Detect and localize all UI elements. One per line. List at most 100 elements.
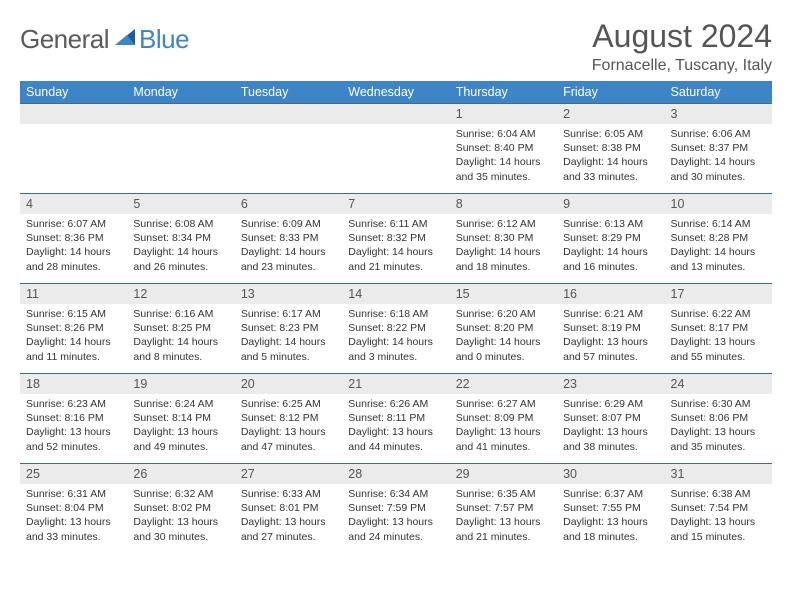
- brand-part2: Blue: [139, 24, 189, 55]
- day-details: Sunrise: 6:15 AMSunset: 8:26 PMDaylight:…: [20, 304, 127, 369]
- sunrise-text: Sunrise: 6:29 AM: [563, 397, 658, 411]
- daylight-text: Daylight: 14 hours and 11 minutes.: [26, 335, 121, 363]
- sunset-text: Sunset: 8:29 PM: [563, 231, 658, 245]
- calendar-day-cell: 27Sunrise: 6:33 AMSunset: 8:01 PMDayligh…: [235, 464, 342, 554]
- daylight-text: Daylight: 14 hours and 23 minutes.: [241, 245, 336, 273]
- day-details: Sunrise: 6:04 AMSunset: 8:40 PMDaylight:…: [450, 124, 557, 189]
- daylight-text: Daylight: 13 hours and 38 minutes.: [563, 425, 658, 453]
- day-number: 12: [127, 284, 234, 304]
- day-number: 25: [20, 464, 127, 484]
- calendar-day-cell: 22Sunrise: 6:27 AMSunset: 8:09 PMDayligh…: [450, 374, 557, 464]
- calendar-week-row: 18Sunrise: 6:23 AMSunset: 8:16 PMDayligh…: [20, 374, 772, 464]
- sunrise-text: Sunrise: 6:37 AM: [563, 487, 658, 501]
- day-number: 27: [235, 464, 342, 484]
- sunrise-text: Sunrise: 6:04 AM: [456, 127, 551, 141]
- daylight-text: Daylight: 13 hours and 41 minutes.: [456, 425, 551, 453]
- daylight-text: Daylight: 13 hours and 27 minutes.: [241, 515, 336, 543]
- day-number: 6: [235, 194, 342, 214]
- calendar-week-row: 1Sunrise: 6:04 AMSunset: 8:40 PMDaylight…: [20, 104, 772, 194]
- calendar-day-cell: [342, 104, 449, 194]
- calendar-day-cell: 1Sunrise: 6:04 AMSunset: 8:40 PMDaylight…: [450, 104, 557, 194]
- daylight-text: Daylight: 14 hours and 0 minutes.: [456, 335, 551, 363]
- sunset-text: Sunset: 8:14 PM: [133, 411, 228, 425]
- day-details: Sunrise: 6:21 AMSunset: 8:19 PMDaylight:…: [557, 304, 664, 369]
- day-details: Sunrise: 6:16 AMSunset: 8:25 PMDaylight:…: [127, 304, 234, 369]
- calendar-day-cell: 7Sunrise: 6:11 AMSunset: 8:32 PMDaylight…: [342, 194, 449, 284]
- sunset-text: Sunset: 8:32 PM: [348, 231, 443, 245]
- sunrise-text: Sunrise: 6:11 AM: [348, 217, 443, 231]
- day-details: Sunrise: 6:35 AMSunset: 7:57 PMDaylight:…: [450, 484, 557, 549]
- day-number: [127, 104, 234, 124]
- day-number: 30: [557, 464, 664, 484]
- day-number: 31: [665, 464, 772, 484]
- daylight-text: Daylight: 14 hours and 13 minutes.: [671, 245, 766, 273]
- sunrise-text: Sunrise: 6:16 AM: [133, 307, 228, 321]
- daylight-text: Daylight: 13 hours and 21 minutes.: [456, 515, 551, 543]
- day-details: Sunrise: 6:30 AMSunset: 8:06 PMDaylight:…: [665, 394, 772, 459]
- weekday-header: Tuesday: [235, 81, 342, 104]
- sunset-text: Sunset: 7:55 PM: [563, 501, 658, 515]
- day-number: 17: [665, 284, 772, 304]
- sunrise-text: Sunrise: 6:05 AM: [563, 127, 658, 141]
- sunrise-text: Sunrise: 6:08 AM: [133, 217, 228, 231]
- sunset-text: Sunset: 8:04 PM: [26, 501, 121, 515]
- calendar-week-row: 4Sunrise: 6:07 AMSunset: 8:36 PMDaylight…: [20, 194, 772, 284]
- sunset-text: Sunset: 8:16 PM: [26, 411, 121, 425]
- calendar-day-cell: 26Sunrise: 6:32 AMSunset: 8:02 PMDayligh…: [127, 464, 234, 554]
- day-number: [20, 104, 127, 124]
- sunrise-text: Sunrise: 6:30 AM: [671, 397, 766, 411]
- day-details: [342, 124, 449, 132]
- sunset-text: Sunset: 8:12 PM: [241, 411, 336, 425]
- day-details: Sunrise: 6:27 AMSunset: 8:09 PMDaylight:…: [450, 394, 557, 459]
- calendar-day-cell: 28Sunrise: 6:34 AMSunset: 7:59 PMDayligh…: [342, 464, 449, 554]
- day-number: 24: [665, 374, 772, 394]
- calendar-day-cell: 8Sunrise: 6:12 AMSunset: 8:30 PMDaylight…: [450, 194, 557, 284]
- day-number: 7: [342, 194, 449, 214]
- daylight-text: Daylight: 13 hours and 57 minutes.: [563, 335, 658, 363]
- calendar-day-cell: 2Sunrise: 6:05 AMSunset: 8:38 PMDaylight…: [557, 104, 664, 194]
- calendar-day-cell: 11Sunrise: 6:15 AMSunset: 8:26 PMDayligh…: [20, 284, 127, 374]
- daylight-text: Daylight: 13 hours and 55 minutes.: [671, 335, 766, 363]
- day-number: [235, 104, 342, 124]
- daylight-text: Daylight: 13 hours and 52 minutes.: [26, 425, 121, 453]
- day-details: Sunrise: 6:18 AMSunset: 8:22 PMDaylight:…: [342, 304, 449, 369]
- sunset-text: Sunset: 8:07 PM: [563, 411, 658, 425]
- sunrise-text: Sunrise: 6:15 AM: [26, 307, 121, 321]
- calendar-day-cell: 16Sunrise: 6:21 AMSunset: 8:19 PMDayligh…: [557, 284, 664, 374]
- sunrise-text: Sunrise: 6:32 AM: [133, 487, 228, 501]
- sunrise-text: Sunrise: 6:35 AM: [456, 487, 551, 501]
- sunset-text: Sunset: 8:09 PM: [456, 411, 551, 425]
- day-number: 16: [557, 284, 664, 304]
- sunrise-text: Sunrise: 6:17 AM: [241, 307, 336, 321]
- day-details: Sunrise: 6:11 AMSunset: 8:32 PMDaylight:…: [342, 214, 449, 279]
- day-details: Sunrise: 6:07 AMSunset: 8:36 PMDaylight:…: [20, 214, 127, 279]
- calendar-day-cell: 30Sunrise: 6:37 AMSunset: 7:55 PMDayligh…: [557, 464, 664, 554]
- calendar-day-cell: 14Sunrise: 6:18 AMSunset: 8:22 PMDayligh…: [342, 284, 449, 374]
- sunset-text: Sunset: 8:33 PM: [241, 231, 336, 245]
- sunrise-text: Sunrise: 6:14 AM: [671, 217, 766, 231]
- day-number: 3: [665, 104, 772, 124]
- weekday-header: Monday: [127, 81, 234, 104]
- day-details: Sunrise: 6:14 AMSunset: 8:28 PMDaylight:…: [665, 214, 772, 279]
- calendar-day-cell: 5Sunrise: 6:08 AMSunset: 8:34 PMDaylight…: [127, 194, 234, 284]
- daylight-text: Daylight: 13 hours and 24 minutes.: [348, 515, 443, 543]
- sunset-text: Sunset: 8:17 PM: [671, 321, 766, 335]
- sunrise-text: Sunrise: 6:33 AM: [241, 487, 336, 501]
- day-details: Sunrise: 6:38 AMSunset: 7:54 PMDaylight:…: [665, 484, 772, 549]
- day-details: Sunrise: 6:09 AMSunset: 8:33 PMDaylight:…: [235, 214, 342, 279]
- day-details: Sunrise: 6:12 AMSunset: 8:30 PMDaylight:…: [450, 214, 557, 279]
- day-number: 23: [557, 374, 664, 394]
- calendar-day-cell: 3Sunrise: 6:06 AMSunset: 8:37 PMDaylight…: [665, 104, 772, 194]
- daylight-text: Daylight: 13 hours and 47 minutes.: [241, 425, 336, 453]
- day-number: [342, 104, 449, 124]
- day-details: Sunrise: 6:20 AMSunset: 8:20 PMDaylight:…: [450, 304, 557, 369]
- day-number: 2: [557, 104, 664, 124]
- sunrise-text: Sunrise: 6:25 AM: [241, 397, 336, 411]
- day-number: 19: [127, 374, 234, 394]
- sunset-text: Sunset: 8:25 PM: [133, 321, 228, 335]
- day-number: 29: [450, 464, 557, 484]
- weekday-header-row: Sunday Monday Tuesday Wednesday Thursday…: [20, 81, 772, 104]
- weekday-header: Friday: [557, 81, 664, 104]
- calendar-day-cell: [20, 104, 127, 194]
- sunset-text: Sunset: 8:40 PM: [456, 141, 551, 155]
